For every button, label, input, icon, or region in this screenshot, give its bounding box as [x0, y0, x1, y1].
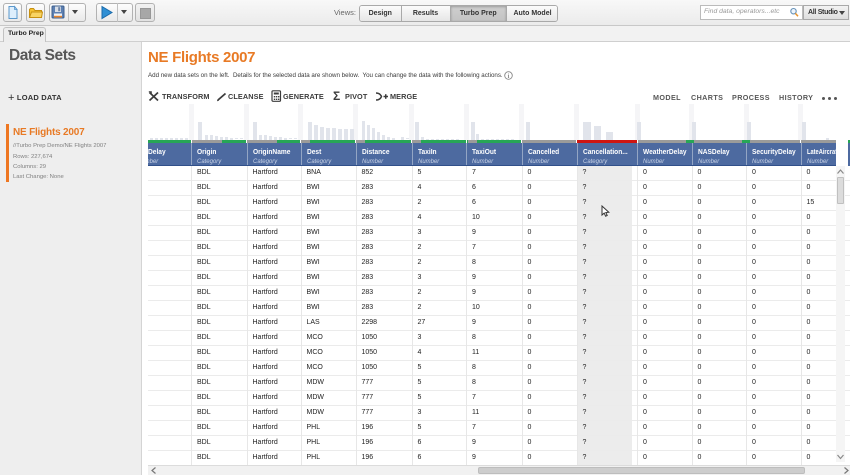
- svg-text:i: i: [508, 73, 510, 80]
